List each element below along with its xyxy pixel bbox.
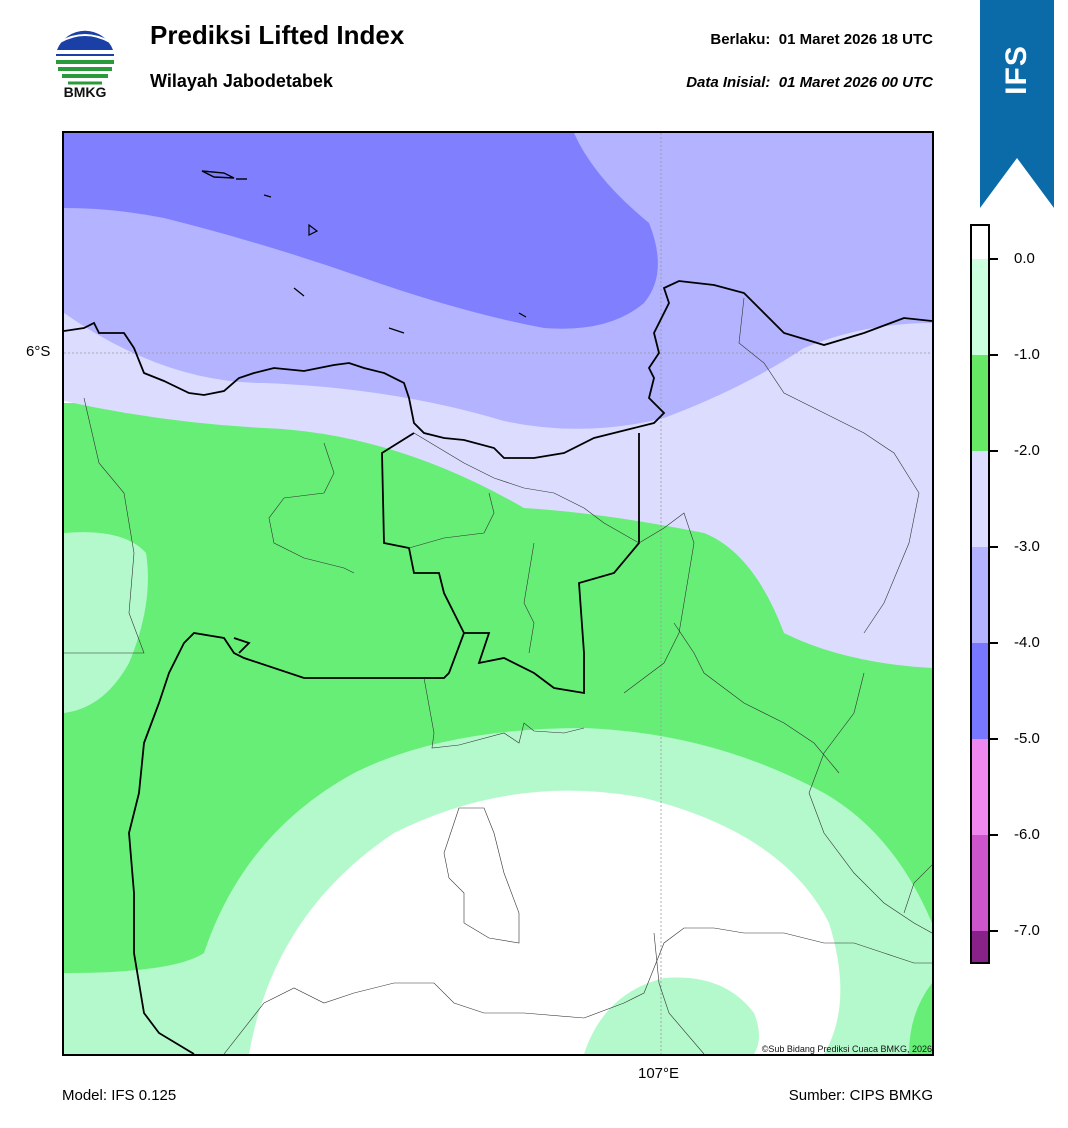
bmkg-logo-icon [55, 28, 115, 88]
colorbar-label: -4.0 [1014, 634, 1040, 651]
colorbar-label: 0.0 [1014, 250, 1035, 267]
colorbar-segment [970, 835, 990, 931]
valid-value: 01 Maret 2026 18 UTC [778, 31, 933, 48]
latitude-label: 6°S [26, 343, 51, 360]
page-title: Prediksi Lifted Index [150, 20, 405, 50]
init-value: 01 Maret 2026 00 UTC [778, 74, 933, 91]
colorbar-label: -1.0 [1014, 346, 1040, 363]
valid-time: Berlaku: 01 Maret 2026 18 UTC [710, 31, 933, 48]
longitude-label: 107°E [638, 1065, 680, 1082]
colorbar-segment [970, 451, 990, 547]
colorbar-label: -5.0 [1014, 730, 1040, 747]
forecast-map[interactable] [62, 131, 934, 1056]
colorbar-label: -3.0 [1014, 538, 1040, 555]
colorbar-segment [970, 931, 990, 964]
colorbar-tick [990, 738, 998, 740]
colorbar-segment [970, 643, 990, 739]
colorbar-tick [990, 930, 998, 932]
ribbon-badge [980, 0, 1054, 208]
ribbon-label: IFS [999, 45, 1033, 95]
colorbar-tick [990, 546, 998, 548]
colorbar-segment [970, 355, 990, 451]
page-subtitle: Wilayah Jabodetabek [150, 71, 333, 91]
colorbar [970, 224, 990, 964]
valid-label: Berlaku: [710, 31, 771, 48]
colorbar-segment [970, 224, 990, 259]
colorbar-label: -2.0 [1014, 442, 1040, 459]
logo-text: BMKG [63, 84, 107, 100]
colorbar-tick [990, 642, 998, 644]
init-time: Data Inisial: 01 Maret 2026 00 UTC [686, 74, 933, 91]
colorbar-tick [990, 258, 998, 260]
colorbar-label: -6.0 [1014, 826, 1040, 843]
model-info: Model: IFS 0.125 [62, 1087, 177, 1104]
colorbar-label: -7.0 [1014, 922, 1040, 939]
colorbar-tick [990, 834, 998, 836]
source-info: Sumber: CIPS BMKG [788, 1087, 933, 1104]
colorbar-segment [970, 547, 990, 643]
map-canvas [64, 133, 932, 1054]
copyright-note: ©Sub Bidang Prediksi Cuaca BMKG, 2026 [761, 1044, 932, 1054]
colorbar-segment [970, 739, 990, 835]
colorbar-segment [970, 259, 990, 355]
colorbar-tick [990, 450, 998, 452]
init-label: Data Inisial: [686, 74, 771, 91]
colorbar-tick [990, 354, 998, 356]
